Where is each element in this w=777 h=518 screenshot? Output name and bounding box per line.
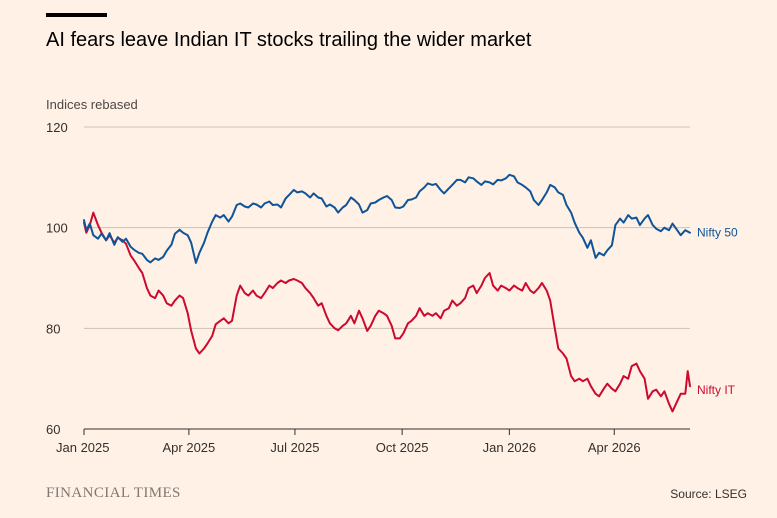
y-tick-label: 80 — [46, 321, 60, 336]
x-tick-label: Apr 2026 — [588, 440, 641, 455]
x-tick-label: Apr 2025 — [163, 440, 216, 455]
series-label-nifty-50: Nifty 50 — [697, 226, 738, 240]
source-note: Source: LSEG — [670, 487, 747, 501]
x-tick-labels: Jan 2025 Apr 2025 Jul 2025 Oct 2025 Jan 2026… — [56, 429, 641, 455]
series-label-nifty-it: Nifty IT — [697, 383, 736, 397]
y-tick-label: 100 — [46, 221, 68, 236]
chart-title: AI fears leave Indian IT stocks trailing… — [46, 29, 532, 51]
y-tick-labels: 120 100 80 60 — [46, 120, 68, 437]
y-axis-label: Indices rebased — [46, 97, 138, 112]
x-tick-label: Jul 2025 — [270, 440, 319, 455]
series-line-nifty-it — [83, 211, 691, 413]
x-tick-label: Oct 2025 — [376, 440, 429, 455]
grid-lines — [84, 126, 690, 430]
series-labels: Nifty 50 Nifty IT — [697, 226, 738, 398]
ft-logo-wordmark: FINANCIAL TIMES — [46, 485, 181, 501]
x-tick-label: Jan 2026 — [483, 440, 537, 455]
series-lines — [83, 173, 691, 413]
y-tick-label: 120 — [46, 120, 68, 135]
series-line-nifty-50 — [83, 173, 691, 264]
y-tick-label: 60 — [46, 422, 60, 437]
x-tick-label: Jan 2025 — [56, 440, 110, 455]
ft-header-rule — [46, 13, 107, 17]
